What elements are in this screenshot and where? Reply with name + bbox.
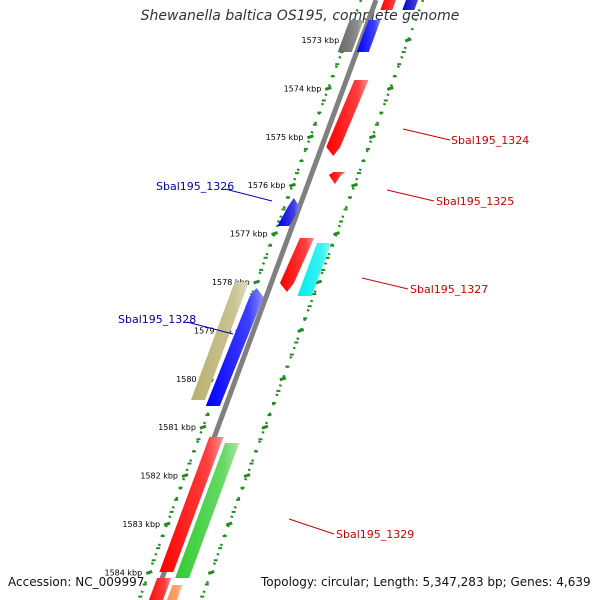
gene-label-leader [361,277,409,290]
tick-mark-left [271,231,279,237]
tick-label: 1579 kbp [194,326,232,335]
tick-mark-right [207,569,215,575]
gene-label[interactable]: Sbal195_1325 [436,195,514,208]
gene-label-leader [224,188,273,202]
tick-label: 1573 kbp [301,36,339,45]
tick-mark-left [199,424,207,430]
topology-text: Topology: circular; Length: 5,347,283 bp… [261,575,591,589]
tick-mark-right [404,37,412,43]
gene-box-cyan-shine [297,243,332,296]
gene-box-blue-small-shine [356,20,381,52]
gene-label[interactable]: Sbal195_1324 [451,134,529,147]
gene-box-sbal195-1327-shine [279,238,314,292]
tick-mark-right [297,327,305,333]
tick-label: 1581 kbp [158,423,196,432]
tick-mark-right [243,473,251,479]
tick-mark-right [279,376,287,382]
tick-label: 1584 kbp [105,568,143,577]
gene-label-leader [186,321,234,335]
tick-mark-left [306,134,314,140]
tick-label: 1578 kbp [212,278,250,287]
tick-label: 1575 kbp [266,133,304,142]
tick-label: 1582 kbp [140,472,178,481]
gene-box-sbal195-1324-shine [326,80,369,156]
gene-box-bottom-orange-shine [166,585,183,600]
tick-mark-left [163,521,171,527]
tick-label: 1576 kbp [248,181,286,190]
tick-mark-left [181,473,189,479]
tick-mark-left [145,569,153,575]
tick-mark-right [386,85,394,91]
gene-box-sbal195-1325-shine [328,172,346,184]
gene-label-leader [402,128,451,141]
tick-label: 1580 kbp [176,375,214,384]
gene-box-sbal195-1328-olive-shine [191,282,249,400]
gene-label[interactable]: Sbal195_1326 [156,180,234,193]
gene-box-bottom-red-shine [148,578,172,600]
gene-box-sbal195-1328-blue-shine [205,288,264,406]
accession-text: Accession: NC_009997 [8,575,145,589]
gene-label-leader [386,189,435,202]
gene-box-grey-shine [337,20,364,52]
tick-mark-right [225,521,233,527]
gene-box-top-blue-shine [402,0,418,10]
tick-mark-right [351,182,358,188]
tick-label: 1577 kbp [230,230,268,239]
gene-box-top-red-shine [380,0,396,10]
gene-label[interactable]: Sbal195_1327 [410,283,488,296]
tick-label: 1583 kbp [122,520,160,529]
gene-label[interactable]: Sbal195_1328 [118,313,196,326]
tick-mark-left [324,85,332,91]
gene-label[interactable]: Sbal195_1329 [336,528,414,541]
tick-mark-left [253,279,261,285]
tick-mark-right [315,279,323,285]
tick-mark-right [261,424,269,430]
gene-label-leader [288,518,335,535]
gene-box-sbal195-1329-green-shine [175,443,240,578]
tick-mark-right [333,231,341,237]
gene-box-sbal195-1326-shine [277,198,300,226]
tick-mark-right [368,134,376,140]
tick-label: 1574 kbp [284,84,322,93]
tick-mark-left [289,182,296,188]
gene-box-sbal195-1329-red-shine [159,437,224,572]
